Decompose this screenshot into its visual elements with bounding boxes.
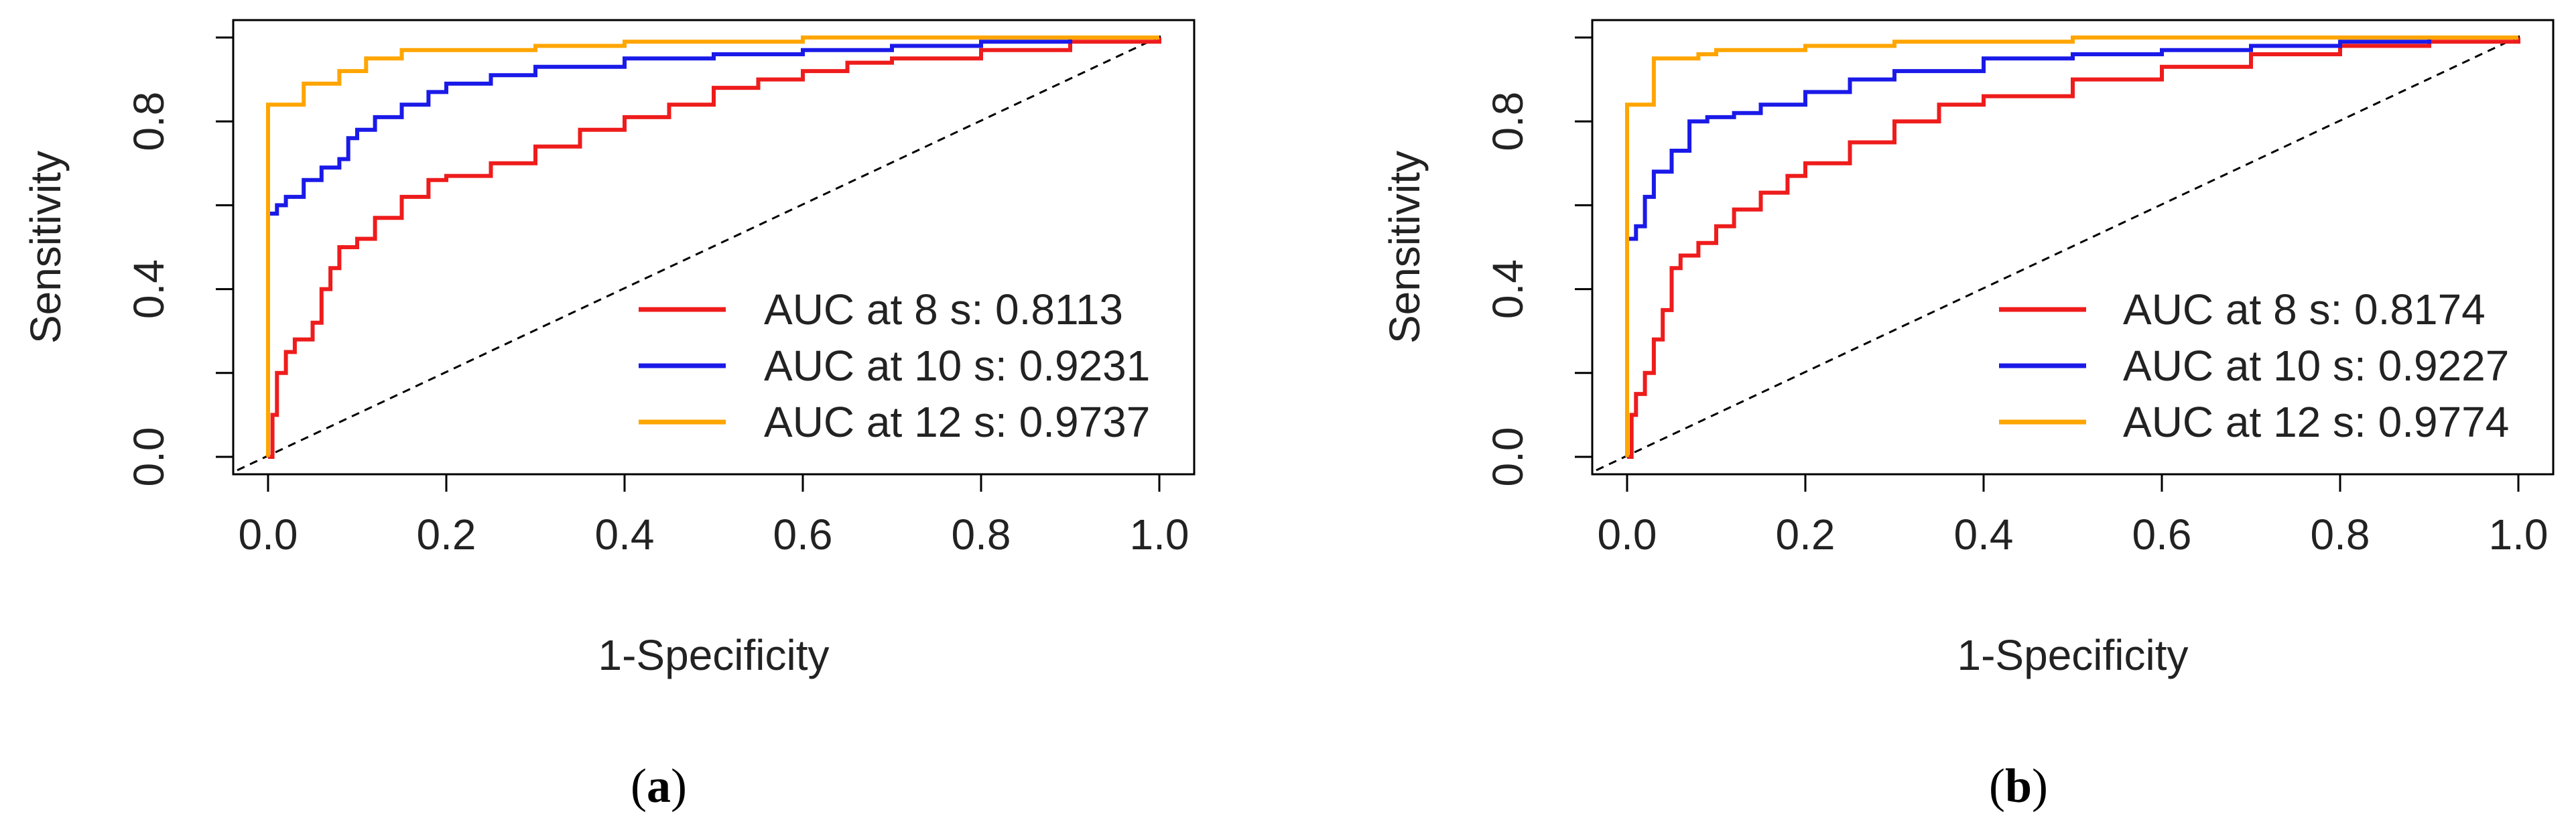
caption-letter: b: [2005, 759, 2032, 813]
plot-frame: [1591, 19, 2555, 476]
y-axis-label: Sensitivity: [1380, 151, 1429, 344]
x-tick-label: 0.4: [1954, 510, 2014, 559]
caption-open-paren: (: [1989, 759, 2005, 813]
x-tick-label: 0.6: [773, 510, 833, 559]
y-tick-label: 0.0: [1484, 427, 1532, 487]
caption-close-paren: ): [671, 759, 687, 813]
y-tick-label: 0.0: [125, 427, 173, 487]
chart-panel-b: 0.0 0.2 0.4 0.6 0.8 1.0 0.0 0.4 0.8 1-Specificity…: [1380, 19, 2555, 813]
legend-entry: AUC at 10 s: 0.9231: [764, 342, 1150, 390]
x-tick-label: 0.6: [2132, 510, 2192, 559]
y-tick-label: 0.8: [125, 92, 173, 151]
legend: AUC at 8 s: 0.8113 AUC at 10 s: 0.9231 AUC…: [639, 285, 1150, 446]
x-tick-label: 1.0: [1130, 510, 1189, 559]
x-tick-label: 0.2: [1776, 510, 1836, 559]
y-tick-label: 0.4: [1484, 259, 1532, 319]
legend: AUC at 8 s: 0.8174 AUC at 10 s: 0.9227 AUC…: [1999, 285, 2509, 446]
y-axis-label: Sensitivity: [21, 151, 70, 344]
series-line-series_10s: [266, 36, 1159, 457]
x-tick-label: 0.8: [952, 510, 1011, 559]
caption-close-paren: ): [2032, 759, 2048, 813]
x-tick-label: 0.4: [595, 510, 655, 559]
x-tick-label: 0.8: [2311, 510, 2370, 559]
series-line-series_8s: [1627, 38, 2520, 459]
panel-caption: (b): [1989, 759, 2048, 813]
x-tick-label: 0.0: [1598, 510, 1657, 559]
series-line-series_12s: [266, 36, 1159, 457]
x-axis-label: 1-Specificity: [1957, 631, 2189, 679]
legend-entry: AUC at 12 s: 0.9774: [2123, 398, 2509, 446]
panel-caption: (a): [631, 759, 687, 813]
legend-entry: AUC at 12 s: 0.9737: [764, 398, 1150, 446]
series-line-series_10s: [1625, 36, 2518, 457]
caption-letter: a: [647, 759, 671, 813]
x-tick-label: 0.0: [239, 510, 298, 559]
legend-entry: AUC at 10 s: 0.9227: [2123, 342, 2509, 390]
series-line-series_12s: [1625, 36, 2518, 457]
x-tick-label: 1.0: [2489, 510, 2549, 559]
x-axis-label: 1-Specificity: [598, 631, 830, 679]
x-tick-label: 0.2: [417, 510, 476, 559]
chart-panel-a: 0.0 0.2 0.4 0.6 0.8 1.0 0.0 0.4 0.8 1-Specificity…: [21, 19, 1196, 813]
y-tick-label: 0.4: [125, 259, 173, 319]
diagonal-reference-line: [237, 35, 1161, 472]
caption-open-paren: (: [631, 759, 647, 813]
diagonal-reference-line: [1596, 35, 2520, 472]
legend-entry: AUC at 8 s: 0.8174: [2123, 285, 2486, 334]
plot-frame: [232, 19, 1196, 476]
y-tick-label: 0.8: [1484, 92, 1532, 151]
series-line-series_8s: [268, 38, 1161, 459]
legend-entry: AUC at 8 s: 0.8113: [764, 285, 1123, 334]
